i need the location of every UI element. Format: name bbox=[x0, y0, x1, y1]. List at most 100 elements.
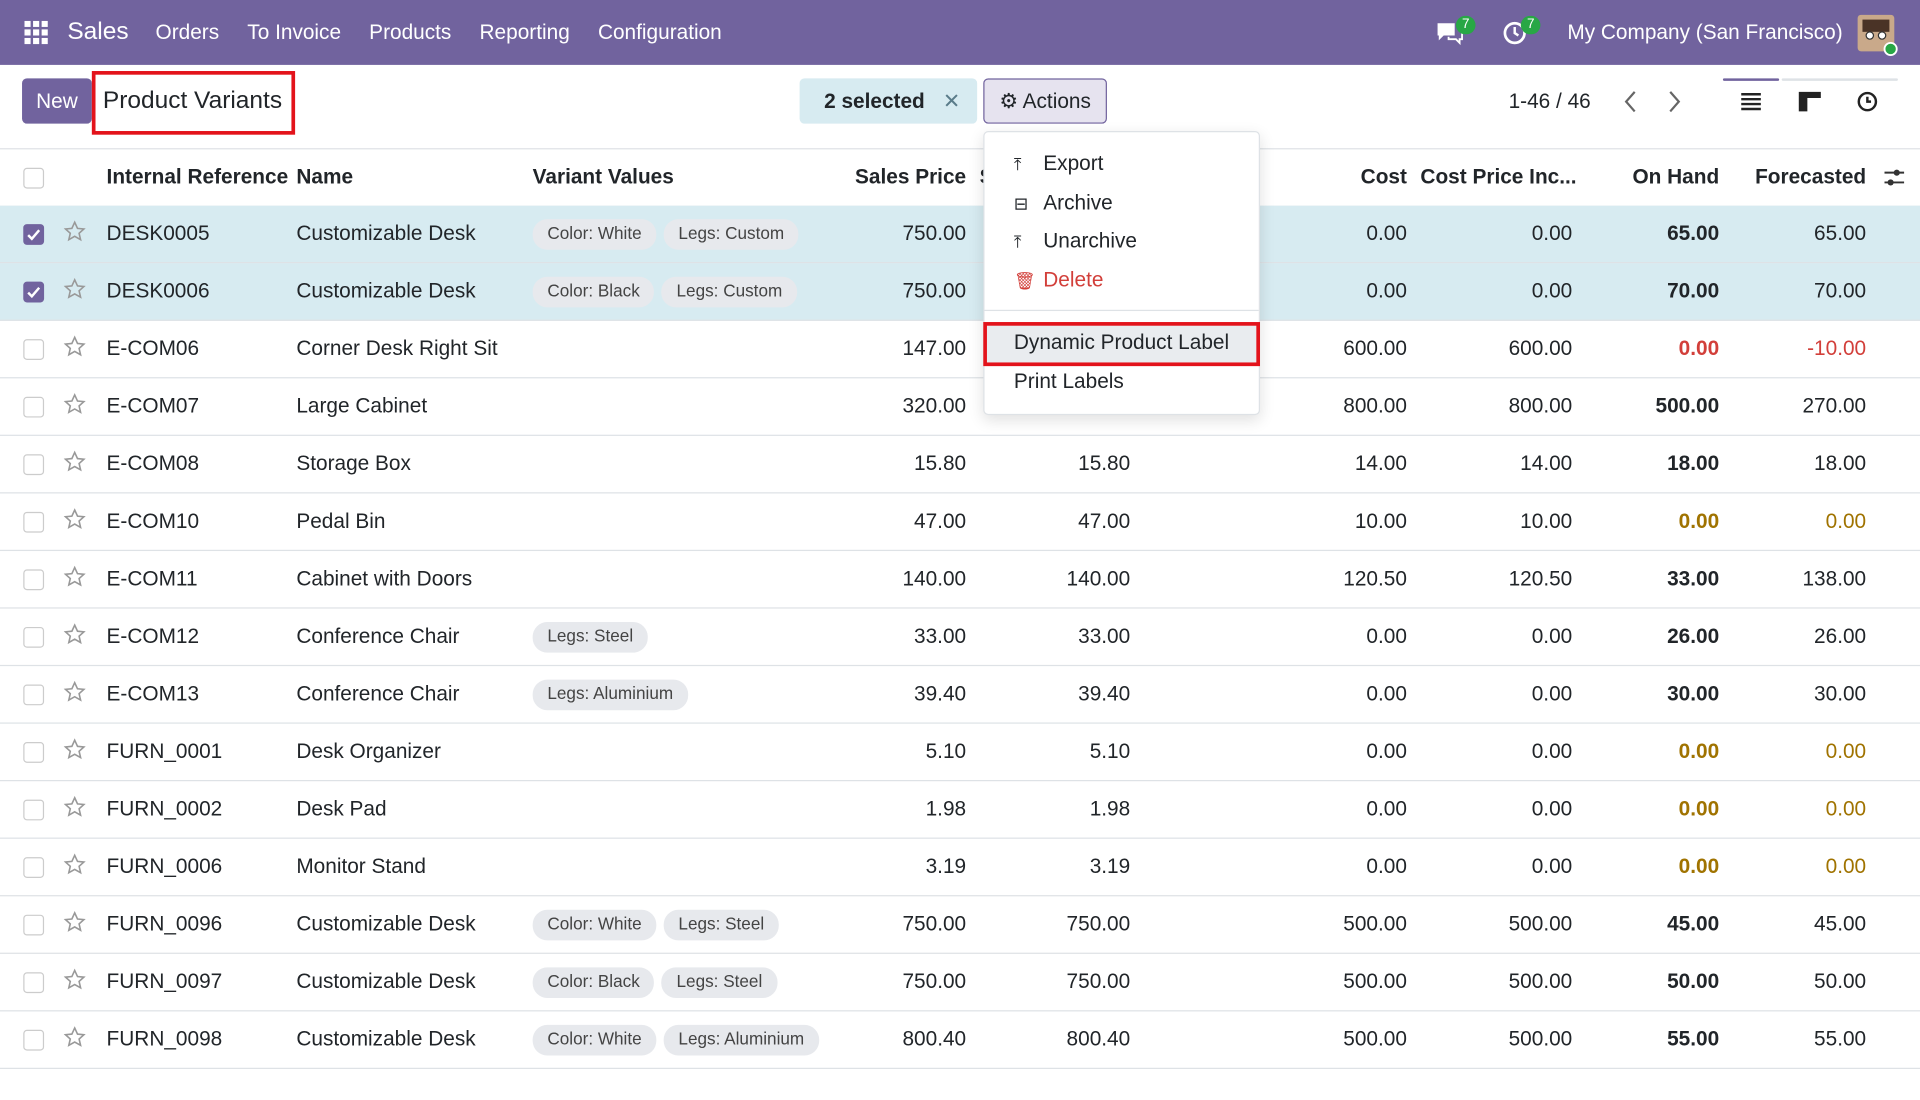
row-checkbox[interactable] bbox=[23, 569, 45, 591]
column-header[interactable]: Cost Price Inc... bbox=[1420, 165, 1577, 189]
nav-menu-item[interactable]: Orders bbox=[155, 20, 220, 45]
table-row[interactable]: E-COM12 Conference Chair 33.00 33.00 0.00 0.0… bbox=[0, 609, 1920, 667]
row-checkbox[interactable] bbox=[23, 454, 45, 476]
favorite-star[interactable] bbox=[63, 392, 86, 421]
row-checkbox[interactable] bbox=[23, 281, 45, 303]
row-checkbox[interactable] bbox=[23, 224, 45, 245]
company-name[interactable]: My Company (San Francisco) bbox=[1567, 20, 1843, 45]
menu-item[interactable]: Dynamic Product Label bbox=[1013, 330, 1230, 354]
menu-item[interactable]: ⤒ Export bbox=[1014, 147, 1104, 181]
table-row[interactable]: FURN_0001 Desk Organizer 5.10 5.10 0.00 0.00 0… bbox=[0, 724, 1920, 782]
favorite-star[interactable] bbox=[63, 968, 86, 997]
cell-reference: FURN_0002 bbox=[106, 797, 223, 821]
row-checkbox[interactable] bbox=[23, 799, 45, 821]
unselect-button[interactable]: ✕ bbox=[942, 89, 961, 113]
favorite-star[interactable] bbox=[63, 335, 86, 364]
favorite-star[interactable] bbox=[63, 738, 86, 766]
actions-button[interactable]: ⚙ Actions bbox=[983, 78, 1107, 124]
cell-forecasted: 55.00 bbox=[1814, 1027, 1867, 1051]
variant-tag: Color: White bbox=[532, 909, 657, 941]
column-header[interactable]: Sales Price bbox=[855, 165, 967, 189]
table-row[interactable]: E-COM06 Corner Desk Right Sit 147.00 600.00… bbox=[0, 321, 1920, 379]
table-row[interactable]: DESK0006 Customizable Desk 750.00 0.00 0.00 7… bbox=[0, 263, 1920, 321]
nav-menu-item[interactable]: Products bbox=[369, 20, 452, 45]
app-name[interactable]: Sales bbox=[67, 18, 129, 46]
column-header[interactable]: Variant Values bbox=[532, 165, 674, 189]
cell-reference: DESK0005 bbox=[106, 221, 210, 245]
pager-arrows[interactable] bbox=[1619, 88, 1692, 115]
cell-forecasted: 138.00 bbox=[1802, 566, 1867, 591]
nav-menu-item[interactable]: To Invoice bbox=[247, 20, 342, 45]
table-row[interactable]: E-COM11 Cabinet with Doors 140.00 140.00 120… bbox=[0, 551, 1920, 609]
nav-menu-item[interactable]: Configuration bbox=[597, 20, 722, 45]
cell-cost: 500.00 bbox=[1343, 1027, 1407, 1051]
favorite-star[interactable] bbox=[63, 910, 86, 939]
cell-cost-incl: 0.00 bbox=[1531, 682, 1573, 706]
cell-reference: DESK0006 bbox=[106, 279, 210, 303]
cell-forecasted: 45.00 bbox=[1814, 912, 1867, 936]
column-header[interactable]: On Hand bbox=[1632, 165, 1720, 189]
cell-name: Customizable Desk bbox=[296, 221, 476, 245]
row-checkbox[interactable] bbox=[23, 396, 45, 418]
new-button[interactable]: New bbox=[22, 78, 92, 124]
table-row[interactable]: FURN_0098 Customizable Desk 800.40 800.40 50… bbox=[0, 1011, 1920, 1069]
kanban-icon[interactable] bbox=[1798, 91, 1822, 113]
row-checkbox[interactable] bbox=[23, 914, 45, 936]
table-row[interactable]: FURN_0002 Desk Pad 1.98 1.98 0.00 0.00 0.00 0.0… bbox=[0, 781, 1920, 839]
favorite-star[interactable] bbox=[63, 680, 86, 709]
menu-item[interactable]: ⤒ Unarchive bbox=[1014, 224, 1137, 258]
table-row[interactable]: FURN_0097 Customizable Desk 750.00 750.00 50… bbox=[0, 954, 1920, 1012]
favorite-star[interactable] bbox=[63, 220, 86, 248]
menu-item[interactable]: Print Labels bbox=[1013, 369, 1124, 393]
favorite-star[interactable] bbox=[63, 795, 86, 824]
select-all-checkbox[interactable] bbox=[23, 167, 45, 189]
favorite-star[interactable] bbox=[63, 1026, 86, 1054]
cell-on-hand: 500.00 bbox=[1655, 394, 1720, 418]
table-row[interactable]: E-COM13 Conference Chair 39.40 39.40 0.00 0.0… bbox=[0, 666, 1920, 724]
row-checkbox[interactable] bbox=[23, 684, 45, 706]
row-checkbox[interactable] bbox=[23, 1029, 45, 1051]
column-header[interactable]: Internal Reference bbox=[106, 165, 289, 189]
row-checkbox[interactable] bbox=[23, 857, 45, 878]
optional-columns-icon[interactable] bbox=[1883, 167, 1905, 189]
cell-sales-price: 750.00 bbox=[902, 912, 967, 936]
row-checkbox[interactable] bbox=[23, 626, 45, 648]
cell-reference: E-COM11 bbox=[106, 566, 198, 591]
cell-cost: 0.00 bbox=[1366, 221, 1407, 245]
row-checkbox[interactable] bbox=[23, 511, 45, 533]
table-row[interactable]: E-COM10 Pedal Bin 47.00 47.00 10.00 10.00 0.00… bbox=[0, 493, 1920, 552]
list-view-button[interactable] bbox=[1722, 78, 1780, 81]
column-header[interactable]: Name bbox=[296, 165, 354, 189]
menu-item[interactable]: 🗑 Delete bbox=[1014, 263, 1104, 297]
column-header[interactable]: Cost bbox=[1360, 165, 1407, 189]
table-row[interactable]: DESK0005 Customizable Desk 750.00 0.00 0.00 6… bbox=[0, 205, 1920, 264]
view-switcher[interactable] bbox=[1781, 78, 1898, 81]
menu-item[interactable]: ⊟ Archive bbox=[1014, 186, 1113, 220]
favorite-star[interactable] bbox=[63, 277, 86, 306]
favorite-star[interactable] bbox=[63, 565, 86, 594]
nav-menu-item[interactable]: Reporting bbox=[479, 20, 570, 45]
favorite-star[interactable] bbox=[63, 853, 86, 881]
apps-icon[interactable] bbox=[24, 20, 48, 45]
cell-name: Customizable Desk bbox=[296, 1027, 476, 1051]
column-header[interactable]: Forecasted bbox=[1755, 165, 1867, 189]
row-checkbox[interactable] bbox=[23, 339, 45, 361]
cell-reference: E-COM10 bbox=[106, 509, 200, 533]
cell-sales-price: 750.00 bbox=[902, 969, 967, 994]
activity-view-icon[interactable] bbox=[1855, 89, 1879, 113]
row-checkbox[interactable] bbox=[23, 972, 45, 994]
cell-cost-incl: 14.00 bbox=[1520, 451, 1573, 476]
cell-name: Conference Chair bbox=[296, 624, 460, 648]
table-row[interactable]: FURN_0006 Monitor Stand 3.19 3.19 0.00 0.00 0.… bbox=[0, 839, 1920, 897]
row-checkbox[interactable] bbox=[23, 742, 45, 763]
favorite-star[interactable] bbox=[63, 508, 86, 536]
favorite-star[interactable] bbox=[63, 450, 86, 479]
variant-values: Color: Black Legs: Custom bbox=[532, 263, 827, 319]
table-row[interactable]: FURN_0096 Customizable Desk 750.00 750.00 50… bbox=[0, 896, 1920, 954]
user-avatar[interactable] bbox=[1857, 14, 1900, 57]
cell-name: Corner Desk Right Sit bbox=[296, 336, 498, 361]
table-row[interactable]: E-COM08 Storage Box 15.80 15.80 14.00 14.00 18… bbox=[0, 436, 1920, 494]
favorite-star[interactable] bbox=[63, 623, 86, 651]
